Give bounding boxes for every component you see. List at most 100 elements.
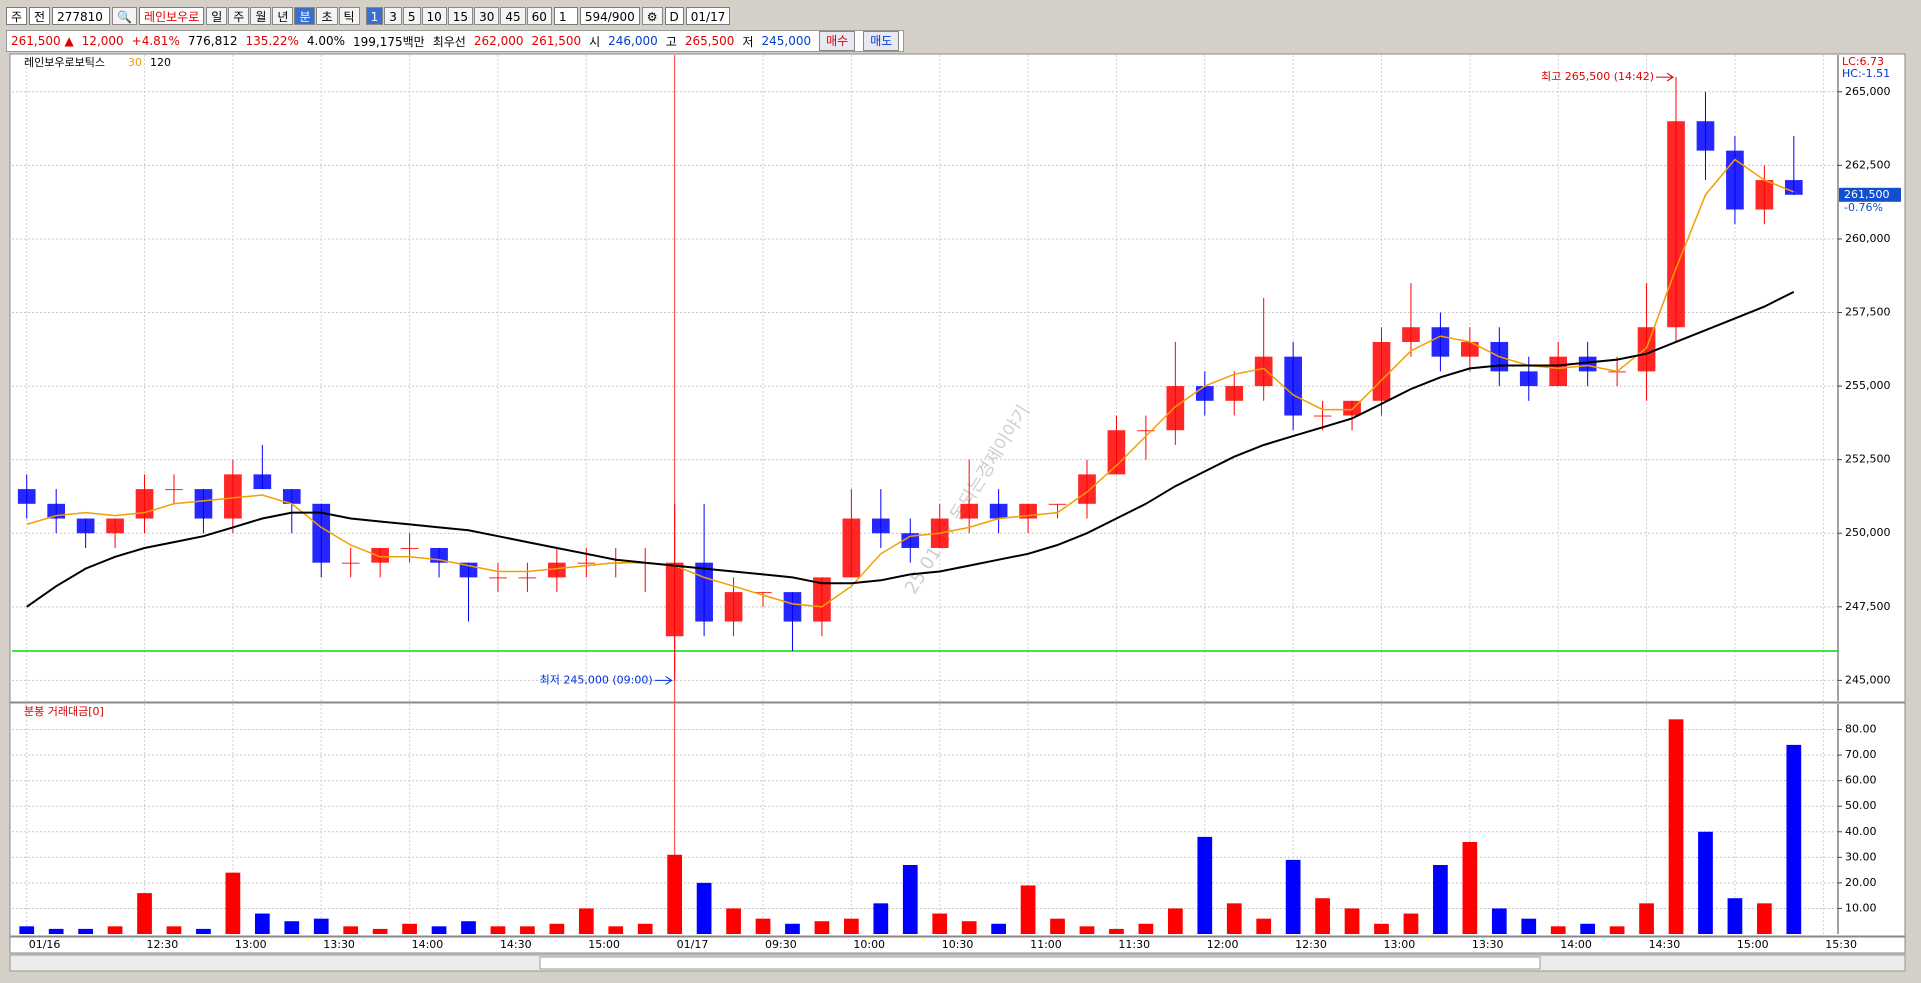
- toolbar-button[interactable]: 분: [294, 7, 316, 25]
- toolbar-button[interactable]: 30: [474, 7, 500, 25]
- volume-bar: [932, 913, 948, 934]
- volume-bar: [402, 923, 417, 934]
- y-tick-label: 265,000: [1845, 85, 1891, 98]
- toolbar-button[interactable]: 1: [365, 7, 384, 25]
- candle-body: [1254, 356, 1273, 387]
- x-tick-label: 13:00: [1384, 938, 1416, 951]
- candle-body: [783, 592, 802, 622]
- scroll-thumb[interactable]: [539, 956, 1541, 970]
- search[interactable]: 🔍: [112, 7, 138, 25]
- x-tick-label: 15:00: [1737, 938, 1769, 951]
- stock-name[interactable]: 레인보우로: [139, 7, 205, 25]
- volume-bar: [1433, 865, 1448, 934]
- toolbar-button[interactable]: 60: [526, 7, 552, 25]
- volume-bar: [166, 926, 182, 934]
- high-arrow: [1656, 72, 1674, 82]
- y-tick-label: 70.00: [1845, 748, 1877, 761]
- buy-button[interactable]: 매수: [819, 31, 856, 51]
- high: 265,500: [684, 34, 735, 48]
- x-tick-label: 13:30: [1472, 938, 1504, 951]
- candle-body: [282, 489, 301, 504]
- y-tick-label: 80.00: [1845, 723, 1877, 736]
- volume-bar: [873, 903, 889, 934]
- y-tick-label: 30.00: [1845, 850, 1877, 863]
- volume: 776,812: [187, 34, 238, 48]
- x-tick-label: 09:30: [765, 938, 797, 951]
- quote-bar: 261,500 ▲ 12,000 +4.81% 776,812 135.22% …: [6, 30, 905, 52]
- bar-count[interactable]: 594/900: [579, 7, 640, 25]
- volume-bar: [1079, 926, 1095, 934]
- toolbar-button[interactable]: 월: [250, 7, 272, 25]
- toolbar-button[interactable]: 5: [402, 7, 421, 25]
- volume-bar: [1550, 926, 1566, 934]
- candle-body: [17, 489, 36, 504]
- volume-bar: [343, 926, 359, 934]
- y-tick-label: 50.00: [1845, 799, 1877, 812]
- volume-bar: [1698, 831, 1713, 934]
- volume-bar: [254, 913, 270, 934]
- volume-bar: [225, 872, 241, 934]
- volume-bar: [490, 926, 506, 934]
- volume-bar: [608, 926, 624, 934]
- candle-body: [518, 577, 537, 579]
- toolbar-button[interactable]: 일: [206, 7, 228, 25]
- candle-body: [135, 489, 154, 519]
- candle-body: [1284, 356, 1302, 416]
- toolbar-button[interactable]: 45: [500, 7, 526, 25]
- toolbar-button[interactable]: 15: [447, 7, 474, 25]
- tool-1[interactable]: ⚙: [641, 7, 663, 25]
- candle-body: [1637, 327, 1656, 372]
- date-input[interactable]: 01/17: [685, 7, 731, 25]
- x-tick-label: 13:30: [323, 938, 355, 951]
- volume-bar: [1138, 923, 1154, 934]
- toolbar-button[interactable]: 틱: [338, 7, 360, 25]
- y-tick-label: 260,000: [1845, 232, 1891, 245]
- x-tick-label: 15:30: [1825, 938, 1857, 951]
- high-label: 고: [665, 34, 677, 49]
- x-tick-label: 14:30: [1649, 938, 1681, 951]
- x-tick-label: 12:30: [1295, 938, 1327, 951]
- turnover: 4.00%: [306, 34, 345, 48]
- code-input[interactable]: 277810: [52, 7, 111, 25]
- scope-select[interactable]: 전: [29, 7, 51, 25]
- candle-body: [724, 592, 743, 622]
- legend-entry: 120: [150, 56, 171, 69]
- d-toggle[interactable]: D: [664, 7, 684, 25]
- toolbar-button[interactable]: 10: [421, 7, 447, 25]
- volume-bar: [637, 923, 653, 934]
- toolbar-button[interactable]: 주: [228, 7, 250, 25]
- volume-bar: [1109, 928, 1124, 934]
- y-tick-label: 252,500: [1845, 453, 1891, 466]
- y-tick-label: 262,500: [1845, 158, 1891, 171]
- y-tick-label: 20.00: [1845, 876, 1877, 889]
- candle-body: [577, 562, 596, 564]
- amount: 199,175백만: [353, 34, 425, 49]
- volume-bar: [1580, 923, 1596, 934]
- volume-bar: [726, 908, 741, 934]
- volume-bar: [1757, 903, 1772, 934]
- volume-bar: [137, 893, 152, 934]
- toolbar-button[interactable]: 초: [316, 7, 338, 25]
- sell-button[interactable]: 매도: [863, 31, 900, 51]
- last-price-box: [1839, 187, 1901, 202]
- candle-body: [842, 518, 861, 578]
- candle-body: [1667, 121, 1685, 328]
- toolbar-button[interactable]: 년: [272, 7, 294, 25]
- candle-body: [989, 503, 1008, 519]
- candle-body: [1461, 341, 1479, 357]
- toolbar-button[interactable]: 3: [384, 7, 402, 25]
- candle-body: [1784, 180, 1803, 195]
- y-tick-label: 247,500: [1845, 600, 1891, 613]
- volume-bar: [844, 918, 859, 934]
- volume-bar: [107, 926, 123, 934]
- candle-body: [400, 547, 419, 549]
- volume-bar: [1315, 898, 1330, 934]
- candle-body: [253, 474, 272, 490]
- best-label: 최우선: [432, 34, 466, 49]
- x-axis-strip: [9, 936, 1906, 954]
- market-select[interactable]: 주: [6, 7, 28, 25]
- candle-body: [1578, 356, 1597, 372]
- candle-body: [548, 562, 566, 578]
- volume-bar: [1226, 903, 1242, 934]
- multiplier[interactable]: 1: [553, 7, 578, 25]
